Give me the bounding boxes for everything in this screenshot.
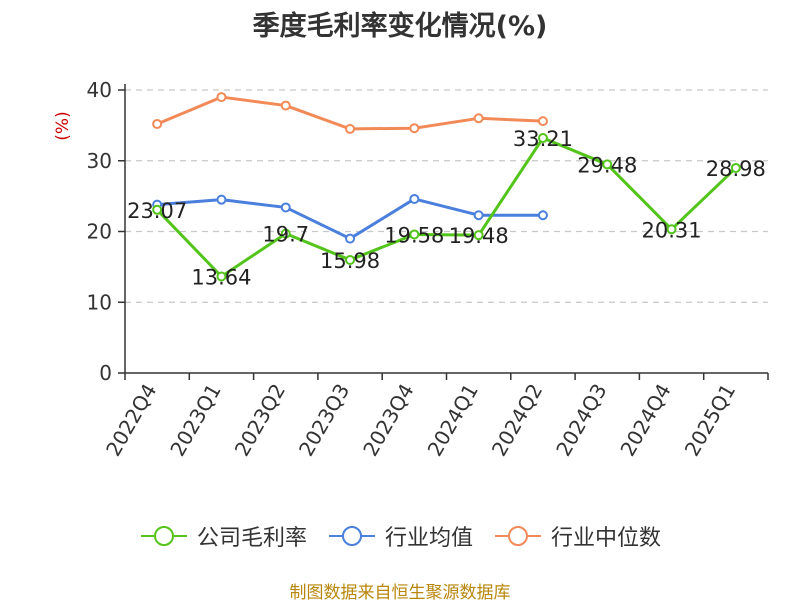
data-point xyxy=(602,159,613,170)
data-point xyxy=(216,92,227,103)
x-tick-label: 2024Q4 xyxy=(615,380,675,461)
grid-lines xyxy=(125,89,768,303)
y-tick-label: 0 xyxy=(99,361,112,385)
legend-label-industry-median: 行业中位数 xyxy=(551,526,662,551)
y-tick-label: 30 xyxy=(87,149,112,173)
data-point xyxy=(152,118,163,129)
data-point xyxy=(537,210,548,221)
legend-item-company[interactable]: 公司毛利率 xyxy=(139,520,307,552)
x-tick-label: 2024Q1 xyxy=(423,380,483,461)
data-point xyxy=(409,229,420,240)
data-label: 15.98 xyxy=(320,249,380,273)
x-tick-label: 2022Q4 xyxy=(101,380,161,461)
data-label: 29.48 xyxy=(577,153,637,177)
source-note: 制图数据来自恒生聚源数据库 xyxy=(289,583,511,603)
chart-title: 季度毛利率变化情况(%) xyxy=(252,11,548,42)
legend-item-industry-median[interactable]: 行业中位数 xyxy=(493,520,661,552)
x-tick-label: 2023Q1 xyxy=(165,380,225,461)
data-point xyxy=(409,193,420,204)
data-point xyxy=(409,123,420,134)
data-label: 28.98 xyxy=(706,157,766,181)
legend-swatch-industry-median xyxy=(495,526,541,546)
data-point xyxy=(473,113,484,124)
x-tick-label: 2024Q2 xyxy=(487,380,547,461)
data-point xyxy=(473,210,484,221)
x-tick-label: 2023Q3 xyxy=(294,380,354,461)
data-label: 19.48 xyxy=(449,224,509,248)
y-tick-label: 40 xyxy=(87,78,112,102)
data-point xyxy=(280,202,291,213)
data-point xyxy=(473,230,484,241)
series-line xyxy=(156,136,737,278)
series-layer xyxy=(152,92,741,282)
data-point xyxy=(345,123,356,134)
x-tick-label: 2024Q3 xyxy=(551,380,611,461)
data-label: 19.7 xyxy=(262,223,309,247)
legend-label-industry-mean: 行业均值 xyxy=(384,526,473,551)
data-point xyxy=(345,233,356,244)
legend-swatch-industry-mean xyxy=(328,526,375,546)
data-point xyxy=(216,271,227,282)
legend-label-company: 公司毛利率 xyxy=(196,526,307,551)
y-tick-label: 10 xyxy=(87,290,112,314)
data-label: 33.21 xyxy=(513,127,573,151)
legend-item-industry-mean[interactable]: 行业均值 xyxy=(327,520,473,552)
y-axis-label: (%) xyxy=(53,111,73,140)
data-point xyxy=(537,133,548,144)
data-point xyxy=(730,162,741,173)
data-point xyxy=(152,204,163,215)
data-label: 23.07 xyxy=(127,199,187,223)
data-point xyxy=(280,228,291,239)
x-tick-label: 2025Q1 xyxy=(680,380,740,461)
data-label: 19.58 xyxy=(384,223,444,247)
data-point xyxy=(666,224,677,235)
x-tick-label: 2023Q2 xyxy=(230,380,290,461)
legend-swatch-company xyxy=(140,526,187,546)
data-label: 20.31 xyxy=(641,218,701,242)
data-point xyxy=(216,194,227,205)
x-tick-label: 2023Q4 xyxy=(358,380,418,461)
legend: 公司毛利率 行业均值 行业中位数 xyxy=(0,520,800,552)
data-label: 13.64 xyxy=(191,265,251,289)
y-tick-label: 20 xyxy=(87,220,112,244)
data-point xyxy=(537,116,548,127)
data-point xyxy=(345,254,356,265)
data-point xyxy=(280,100,291,111)
